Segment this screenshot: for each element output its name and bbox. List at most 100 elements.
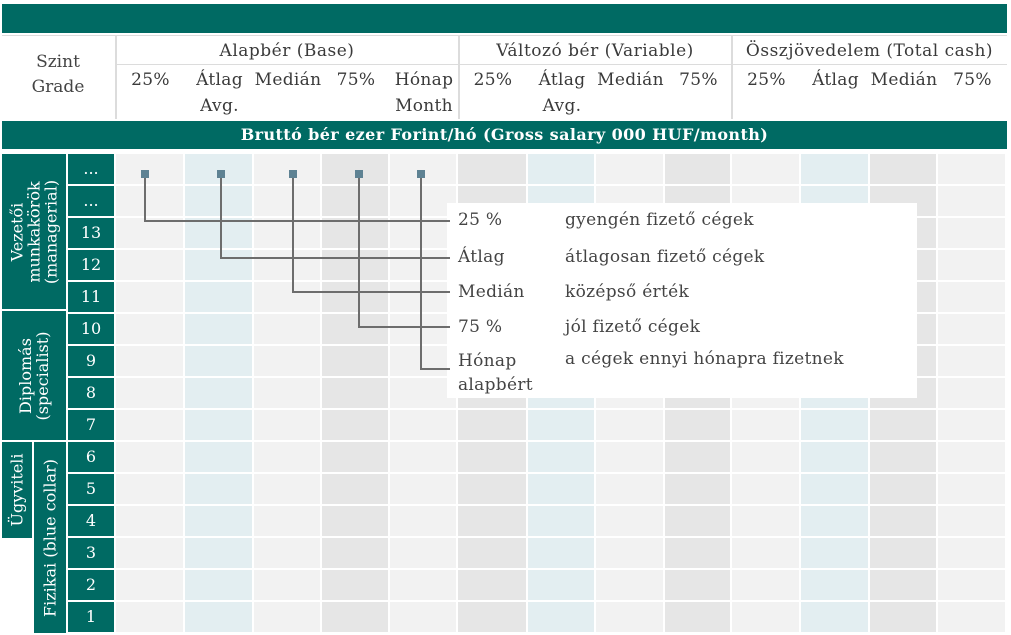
data-cell <box>254 186 322 218</box>
data-cell <box>254 570 322 602</box>
data-cell <box>665 506 732 538</box>
grade-cell: 8 <box>68 378 114 410</box>
data-cell <box>254 378 322 410</box>
grade-cell: 9 <box>68 346 114 378</box>
data-cell <box>185 218 254 250</box>
column-header: Hónap Month <box>390 67 458 119</box>
data-cell <box>185 538 254 570</box>
data-cell <box>732 506 801 538</box>
data-cell <box>528 602 596 634</box>
data-cell <box>938 378 1007 410</box>
legend-desc-month: a cégek ennyi hónapra fizetnek <box>565 349 844 369</box>
data-cell <box>116 218 185 250</box>
data-cell <box>116 538 185 570</box>
data-cell <box>458 154 528 186</box>
data-cell <box>185 378 254 410</box>
title-bar <box>2 4 1007 33</box>
data-cell <box>938 250 1007 282</box>
data-cell <box>665 442 732 474</box>
data-cell <box>938 602 1007 634</box>
column-header-line2: Avg. <box>200 96 239 116</box>
data-cell <box>116 282 185 314</box>
column-header-line2: Avg. <box>542 96 582 116</box>
column-header: Átlag Avg. <box>528 67 596 119</box>
data-cell <box>116 250 185 282</box>
data-cell <box>801 506 870 538</box>
data-cell <box>185 186 254 218</box>
grade-cell: 5 <box>68 474 114 506</box>
legend-key-median: Medián <box>458 282 525 302</box>
data-cell <box>254 442 322 474</box>
data-cell <box>732 602 801 634</box>
grade-cell: 11 <box>68 282 114 314</box>
data-cell <box>322 186 390 218</box>
data-cell <box>322 314 390 346</box>
data-cell <box>254 346 322 378</box>
data-cell <box>938 410 1007 442</box>
data-cell <box>116 346 185 378</box>
column-header-line1: Átlag <box>196 70 243 90</box>
data-cell <box>254 314 322 346</box>
data-cell <box>528 570 596 602</box>
connector-month <box>420 175 450 370</box>
data-cell <box>528 154 596 186</box>
data-cell <box>458 570 528 602</box>
data-cell <box>322 378 390 410</box>
marker-average <box>217 170 225 178</box>
data-cell <box>458 410 528 442</box>
data-cell <box>938 442 1007 474</box>
data-cell <box>938 474 1007 506</box>
unit-banner: Bruttó bér ezer Forint/hó (Gross salary … <box>2 121 1007 149</box>
grade-header-en: Grade <box>31 77 85 97</box>
data-cell <box>116 410 185 442</box>
data-cell <box>938 570 1007 602</box>
grade-cell: 2 <box>68 570 114 602</box>
data-cell <box>390 186 458 218</box>
column-header-line1: 25% <box>473 70 513 90</box>
data-cell <box>254 250 322 282</box>
data-cell <box>322 602 390 634</box>
data-cell <box>390 346 458 378</box>
group-label-specialist: Diplomás (specialist) <box>2 311 66 440</box>
data-cell <box>116 474 185 506</box>
data-cell <box>390 442 458 474</box>
data-cell <box>938 506 1007 538</box>
column-header-line1: Hónap <box>394 70 454 90</box>
marker-25 <box>141 170 149 178</box>
column-header: Medián <box>596 67 665 93</box>
data-cell <box>116 570 185 602</box>
grade-cell: ... <box>68 186 114 218</box>
data-cell <box>596 506 665 538</box>
data-cell <box>254 282 322 314</box>
data-cell <box>596 602 665 634</box>
column-header: 75% <box>938 67 1007 93</box>
data-cell <box>254 506 322 538</box>
data-cell <box>322 474 390 506</box>
data-cell <box>870 506 938 538</box>
data-cell <box>390 474 458 506</box>
legend-desc-average: átlagosan fizető cégek <box>565 247 765 267</box>
data-cell <box>116 314 185 346</box>
data-cell <box>116 154 185 186</box>
column-header-line1: Átlag <box>538 70 586 90</box>
legend-key-average: Átlag <box>458 247 505 267</box>
data-cell <box>254 218 322 250</box>
column-header: 75% <box>322 67 390 93</box>
data-cell <box>870 538 938 570</box>
grade-cell: 6 <box>68 442 114 474</box>
connector-25 <box>144 175 450 222</box>
column-header: 25% <box>116 67 185 93</box>
data-cell <box>322 538 390 570</box>
marker-month <box>417 170 425 178</box>
data-cell <box>322 346 390 378</box>
group-label-clerical: Ügyviteli <box>2 442 32 538</box>
grade-cell: 7 <box>68 410 114 442</box>
grade-cell: ... <box>68 154 114 186</box>
data-cell <box>938 218 1007 250</box>
data-cell <box>938 186 1007 218</box>
data-cell <box>458 506 528 538</box>
data-cell <box>116 602 185 634</box>
column-header-line1: 75% <box>953 70 992 90</box>
data-cell <box>390 378 458 410</box>
connector-median <box>292 175 450 293</box>
